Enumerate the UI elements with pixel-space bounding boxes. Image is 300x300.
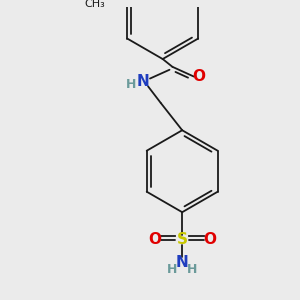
Text: O: O: [148, 232, 161, 247]
Text: H: H: [167, 263, 178, 276]
Text: N: N: [176, 255, 189, 270]
Text: H: H: [187, 263, 197, 276]
Text: N: N: [137, 74, 149, 89]
Text: O: O: [203, 232, 216, 247]
Text: H: H: [126, 78, 137, 91]
Text: O: O: [192, 69, 205, 84]
Text: S: S: [177, 232, 188, 247]
Text: CH₃: CH₃: [85, 0, 105, 9]
